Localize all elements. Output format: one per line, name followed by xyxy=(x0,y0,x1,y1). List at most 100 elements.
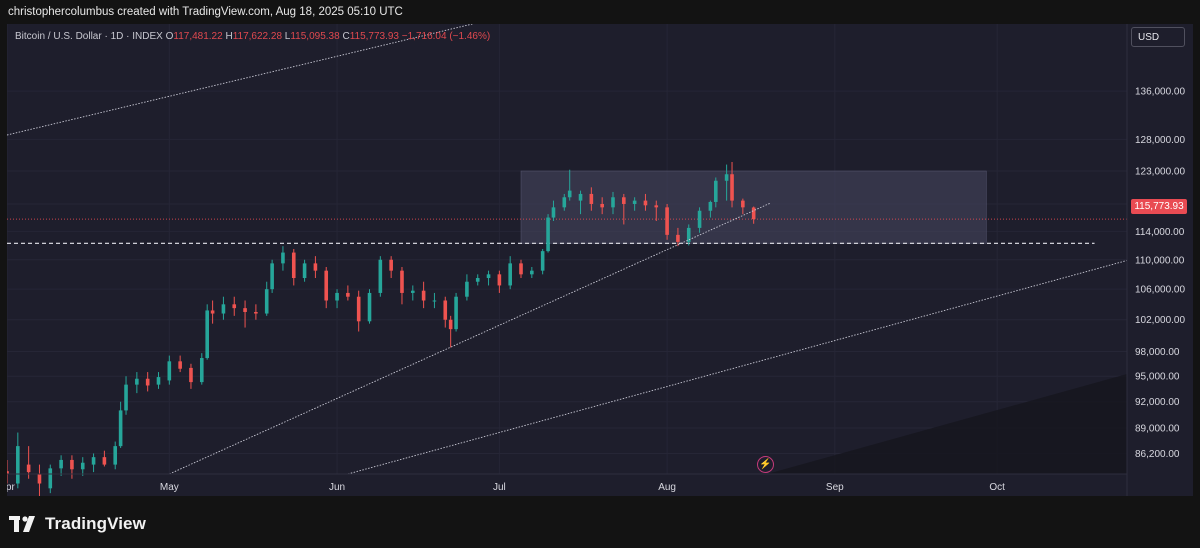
candle[interactable] xyxy=(221,296,226,320)
candle[interactable] xyxy=(270,259,274,293)
candle[interactable] xyxy=(741,198,745,215)
candle-body xyxy=(270,263,274,290)
candle[interactable] xyxy=(118,401,123,448)
candle[interactable] xyxy=(254,304,258,320)
candle[interactable] xyxy=(519,259,523,279)
candle[interactable] xyxy=(686,224,691,246)
candle-body xyxy=(281,252,285,264)
candle[interactable] xyxy=(708,200,713,218)
candle[interactable] xyxy=(356,290,361,332)
y-tick-label: 89,000.00 xyxy=(1135,424,1180,435)
candle[interactable] xyxy=(546,214,550,253)
candle[interactable] xyxy=(80,457,85,476)
candle[interactable] xyxy=(600,197,604,215)
candle[interactable] xyxy=(448,315,453,348)
candle[interactable] xyxy=(335,289,339,309)
candle-body xyxy=(118,410,123,447)
candle[interactable] xyxy=(508,256,512,290)
candle[interactable] xyxy=(540,248,545,275)
candle[interactable] xyxy=(324,267,329,309)
candle[interactable] xyxy=(632,197,637,211)
candle[interactable] xyxy=(465,274,469,301)
candle[interactable] xyxy=(113,441,118,470)
candle[interactable] xyxy=(199,353,204,385)
candle[interactable] xyxy=(676,227,680,247)
candle-body xyxy=(335,292,339,301)
candle[interactable] xyxy=(454,292,458,332)
candle-body xyxy=(730,174,734,201)
candle[interactable] xyxy=(205,304,209,360)
lightning-icon[interactable]: ⚡ xyxy=(757,456,774,473)
candle[interactable] xyxy=(48,464,53,494)
tradingview-logo[interactable]: TradingView xyxy=(9,512,146,536)
candle[interactable] xyxy=(243,300,247,328)
candle[interactable] xyxy=(622,193,626,225)
candle[interactable] xyxy=(378,256,383,297)
x-tick-label: Jul xyxy=(493,482,506,493)
candle[interactable] xyxy=(302,259,307,282)
candle[interactable] xyxy=(730,162,734,208)
candle[interactable] xyxy=(475,274,480,286)
candle[interactable] xyxy=(443,296,448,328)
candle[interactable] xyxy=(7,459,9,484)
candle[interactable] xyxy=(611,191,615,215)
candle-body xyxy=(600,203,604,208)
candle[interactable] xyxy=(26,446,31,479)
x-tick-label: Apr xyxy=(7,482,15,493)
candle[interactable] xyxy=(37,464,42,496)
candle[interactable] xyxy=(389,256,393,279)
candle[interactable] xyxy=(724,164,729,201)
candle-body xyxy=(313,263,318,271)
candle[interactable] xyxy=(497,270,502,293)
candle-body xyxy=(551,207,556,218)
candle[interactable] xyxy=(643,193,648,211)
candle[interactable] xyxy=(665,203,669,240)
candle-body xyxy=(356,296,361,322)
candle[interactable] xyxy=(551,200,556,221)
candle[interactable] xyxy=(367,289,372,324)
candle[interactable] xyxy=(156,372,161,389)
candle-body xyxy=(221,304,226,314)
candle[interactable] xyxy=(178,355,182,373)
candle[interactable] xyxy=(59,455,63,476)
candle-body xyxy=(475,278,480,282)
candle[interactable] xyxy=(167,355,172,385)
candle[interactable] xyxy=(70,455,74,479)
candle[interactable] xyxy=(313,256,318,279)
candle[interactable] xyxy=(124,376,128,415)
price-chart[interactable]: 136,000.00128,000.00123,000.00118,000.00… xyxy=(7,24,1193,496)
candle[interactable] xyxy=(578,190,583,215)
candle[interactable] xyxy=(189,363,193,389)
candle[interactable] xyxy=(562,193,567,211)
trend-line[interactable] xyxy=(347,260,1128,475)
candle[interactable] xyxy=(589,187,594,211)
chart-frame[interactable]: 136,000.00128,000.00123,000.00118,000.00… xyxy=(7,24,1193,496)
candle[interactable] xyxy=(567,169,572,201)
candle[interactable] xyxy=(264,281,269,316)
candle[interactable] xyxy=(530,267,534,279)
candle[interactable] xyxy=(410,285,415,301)
candle-body xyxy=(264,289,269,314)
candle[interactable] xyxy=(291,248,296,286)
currency-button[interactable]: USD xyxy=(1131,27,1185,47)
candle[interactable] xyxy=(232,296,237,316)
candle[interactable] xyxy=(751,206,756,224)
candle-body xyxy=(421,290,426,301)
candle[interactable] xyxy=(421,281,426,309)
candle[interactable] xyxy=(135,372,139,394)
candle[interactable] xyxy=(432,292,437,309)
candle[interactable] xyxy=(346,285,350,301)
candle-body xyxy=(567,190,572,198)
candle-body xyxy=(389,259,393,271)
candle[interactable] xyxy=(713,177,718,208)
candle[interactable] xyxy=(281,246,285,271)
candle[interactable] xyxy=(91,453,96,473)
candle[interactable] xyxy=(102,450,107,467)
candle[interactable] xyxy=(697,207,702,233)
candle[interactable] xyxy=(654,200,659,221)
candle[interactable] xyxy=(400,267,404,305)
candle[interactable] xyxy=(486,270,491,286)
candle[interactable] xyxy=(16,432,20,489)
candle[interactable] xyxy=(145,372,150,392)
candle[interactable] xyxy=(210,300,215,324)
